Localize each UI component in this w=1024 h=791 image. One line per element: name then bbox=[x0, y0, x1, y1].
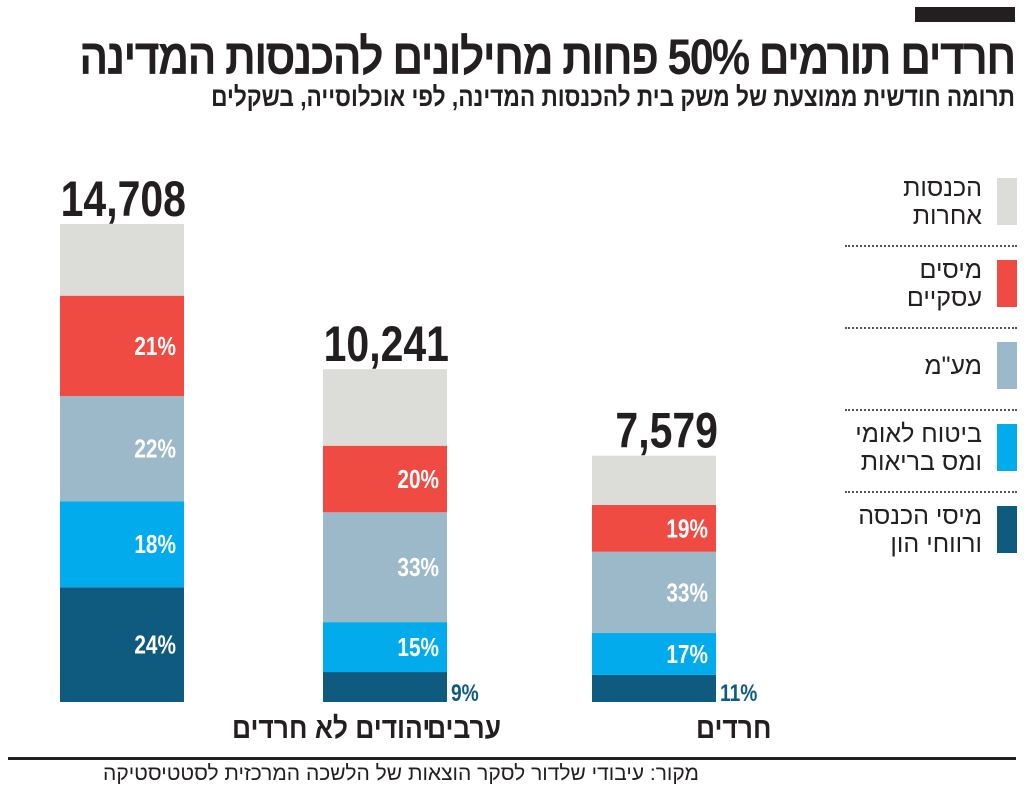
segment-label: 22% bbox=[134, 434, 176, 463]
legend-label: מע"מ bbox=[924, 352, 982, 380]
legend-label: הכנסות אחרות bbox=[903, 174, 982, 230]
legend-swatch bbox=[997, 342, 1017, 389]
chart-subtitle: תרומה חודשית ממוצעת של משק בית להכנסות ה… bbox=[211, 82, 1015, 112]
bar-segment bbox=[592, 455, 716, 505]
bar-segment bbox=[592, 633, 716, 675]
category-label: חרדים bbox=[696, 710, 772, 744]
segment-label: 11% bbox=[720, 679, 757, 707]
bar-segment bbox=[592, 551, 716, 634]
bar-segment bbox=[323, 672, 447, 702]
legend-item-vat: מע"מ bbox=[845, 339, 1017, 411]
bar-segment bbox=[60, 501, 184, 588]
category-label: ערבים bbox=[427, 710, 501, 744]
legend-label: מיסי הכנסה ורווחי הון bbox=[858, 502, 982, 558]
chart-title: חרדים תורמים 50% פחות מחילונים להכנסות ה… bbox=[79, 29, 1017, 85]
legend: הכנסות אחרות מיסים עסקיים מע"מ ביטוח לאו… bbox=[845, 174, 1017, 583]
segment-label: 15% bbox=[397, 633, 439, 662]
category-label: יהודים לא חרדים bbox=[232, 710, 430, 744]
bar-segment bbox=[323, 622, 447, 673]
bar-segment bbox=[592, 674, 716, 702]
footer-rule bbox=[8, 757, 1016, 760]
legend-swatch bbox=[997, 178, 1017, 225]
legend-label: ביטוח לאומי ומס בריאות bbox=[855, 420, 982, 476]
legend-swatch bbox=[997, 424, 1017, 471]
segment-label: 20% bbox=[397, 465, 439, 494]
bar-segment bbox=[323, 369, 447, 446]
bar-segment bbox=[60, 295, 184, 397]
segment-label: 33% bbox=[666, 578, 708, 607]
legend-label: מיסים עסקיים bbox=[906, 256, 982, 312]
bar-segment bbox=[323, 512, 447, 623]
source-note: מקור: עיבודי שלדור לסקר הוצאות של הלשכה … bbox=[103, 762, 699, 785]
bar-segment bbox=[60, 587, 184, 702]
legend-item-business-taxes: מיסים עסקיים bbox=[845, 256, 1017, 329]
bar-segment bbox=[60, 396, 184, 502]
bar-segment bbox=[60, 224, 184, 296]
segment-label: 18% bbox=[134, 530, 176, 559]
segment-label: 17% bbox=[666, 640, 708, 669]
segment-label: 33% bbox=[397, 553, 439, 582]
legend-item-income-tax: מיסי הכנסה ורווחי הון bbox=[845, 502, 1017, 573]
bar-segment bbox=[592, 504, 716, 552]
legend-swatch bbox=[997, 260, 1017, 307]
segment-label: 9% bbox=[451, 679, 479, 707]
segment-label: 21% bbox=[134, 332, 176, 361]
bar-segment bbox=[323, 445, 447, 513]
legend-item-national-insurance: ביטוח לאומי ומס בריאות bbox=[845, 420, 1017, 493]
segment-label: 24% bbox=[134, 630, 176, 659]
legend-item-other-income: הכנסות אחרות bbox=[845, 174, 1017, 247]
header-accent-bar bbox=[915, 7, 1015, 22]
legend-swatch bbox=[997, 506, 1017, 553]
total-label: 7,579 bbox=[615, 403, 718, 459]
segment-label: 19% bbox=[666, 514, 708, 543]
total-label: 14,708 bbox=[61, 171, 186, 227]
total-label: 10,241 bbox=[324, 316, 449, 372]
